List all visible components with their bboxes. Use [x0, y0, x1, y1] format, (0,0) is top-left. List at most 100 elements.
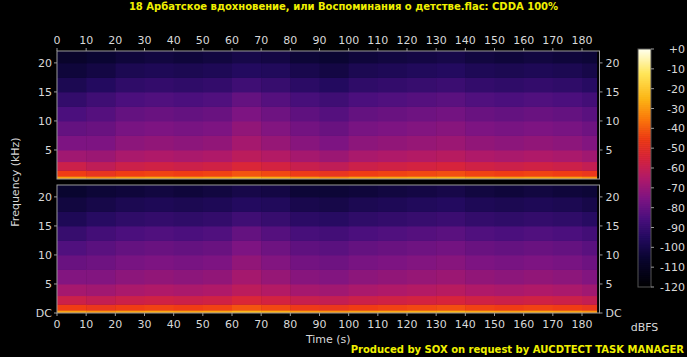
spectrogram-cell — [495, 185, 525, 197]
spectrogram-cell — [232, 240, 262, 255]
spectrogram-cell — [290, 284, 320, 296]
spectrogram-cell — [582, 135, 597, 150]
spectrogram-cell — [57, 51, 87, 63]
spectrogram-cell — [57, 170, 87, 176]
x-tick — [86, 313, 87, 316]
colorbar-tick-label: -120 — [660, 281, 685, 294]
spectrogram-cell — [174, 51, 204, 63]
spectrogram-cell — [436, 185, 466, 197]
spectrogram-cell — [174, 296, 204, 305]
spectrogram-cell — [553, 255, 583, 270]
spectrogram-cell — [86, 121, 116, 136]
spectrogram-cell — [349, 284, 379, 296]
x-tick-label: 80 — [283, 318, 297, 331]
spectrogram-cell — [290, 63, 320, 78]
spectrogram-cell — [174, 211, 204, 226]
spectrogram-cell — [115, 135, 145, 150]
spectrogram-cell — [115, 150, 145, 162]
spectrogram-cell — [261, 121, 291, 136]
spectrogram-cell — [261, 162, 291, 171]
spectrogram-cell — [232, 170, 262, 176]
x-tick — [377, 48, 378, 51]
spectrogram-cell — [145, 77, 175, 92]
cells — [57, 185, 597, 313]
spectrogram-cell — [145, 269, 175, 284]
spectrogram-cell — [232, 121, 262, 136]
spectrogram-cell — [115, 106, 145, 121]
spectrogram-cell — [378, 170, 408, 176]
spectrogram-cell — [524, 255, 554, 270]
spectrogram-cell — [290, 197, 320, 212]
spectrogram-cell — [86, 51, 116, 63]
spectrogram-cell — [349, 77, 379, 92]
spectrogram-cell — [203, 170, 233, 176]
plot-area — [57, 185, 600, 313]
x-tick-label: 110 — [367, 318, 388, 331]
colorbar-tick-label: -60 — [667, 162, 685, 175]
spectrogram-cell — [465, 226, 495, 241]
spectrogram-cell — [378, 226, 408, 241]
y-tick — [600, 225, 603, 226]
x-tick-label: 140 — [455, 318, 476, 331]
spectrogram-cell — [261, 197, 291, 212]
spectrogram-cell — [524, 92, 554, 107]
spectrogram-cell — [378, 135, 408, 150]
spectrogram-cell — [436, 135, 466, 150]
x-tick-label: 50 — [196, 318, 210, 331]
x-tick — [436, 313, 437, 316]
x-tick-label: 160 — [513, 318, 534, 331]
spectrogram-cell — [115, 211, 145, 226]
spectrogram-cell — [349, 106, 379, 121]
x-tick — [523, 48, 524, 51]
x-tick — [494, 313, 495, 316]
spectrogram-cell — [495, 63, 525, 78]
spectrogram-cell — [524, 304, 554, 310]
spectrogram-cell — [524, 296, 554, 305]
spectrogram-cell — [115, 226, 145, 241]
spectrogram-cell — [174, 170, 204, 176]
spectrogram-cell — [57, 269, 87, 284]
spectrogram-cell — [261, 92, 291, 107]
x-tick — [86, 48, 87, 51]
spectrogram-cell — [436, 226, 466, 241]
spectrogram-cell — [553, 63, 583, 78]
spectrogram-cell — [261, 170, 291, 176]
spectrogram-cell — [465, 135, 495, 150]
spectrogram-cell — [582, 296, 597, 305]
spectrogram-cell — [320, 106, 350, 121]
spectrogram-cell — [261, 284, 291, 296]
spectrogram-cell — [57, 106, 87, 121]
spectrogram-cell — [261, 296, 291, 305]
spectrogram-cell — [495, 92, 525, 107]
spectrogram-cell — [436, 170, 466, 176]
spectrogram-cell — [436, 304, 466, 310]
spectrogram-cell — [378, 92, 408, 107]
spectrogram-cell — [582, 197, 597, 212]
spectrogram-cell — [495, 269, 525, 284]
colorbar-tick — [651, 108, 654, 109]
x-tick-label: 70 — [254, 318, 268, 331]
spectrogram-cell — [320, 211, 350, 226]
x-tick-label: 60 — [225, 34, 239, 47]
x-tick — [407, 313, 408, 316]
spectrogram-cell — [261, 304, 291, 310]
x-tick — [523, 313, 524, 316]
spectrogram-cell — [582, 106, 597, 121]
spectrogram-cell — [86, 304, 116, 310]
x-tick — [57, 48, 58, 51]
y-tick-label: 10 — [606, 249, 620, 262]
spectrogram-cell — [349, 269, 379, 284]
x-tick-label: 50 — [196, 34, 210, 47]
spectrogram-cell — [174, 135, 204, 150]
spectrogram-cell — [524, 77, 554, 92]
spectrogram-cell — [86, 77, 116, 92]
spectrogram-cell — [582, 211, 597, 226]
spectrogram-cell — [232, 284, 262, 296]
spectrogram-cell — [582, 226, 597, 241]
spectrogram-cell — [232, 296, 262, 305]
spectrogram-cell — [407, 255, 437, 270]
x-tick — [232, 313, 233, 316]
spectrogram-cell — [524, 185, 554, 197]
y-tick-label: 15 — [606, 220, 620, 233]
spectrogram-cell — [174, 255, 204, 270]
